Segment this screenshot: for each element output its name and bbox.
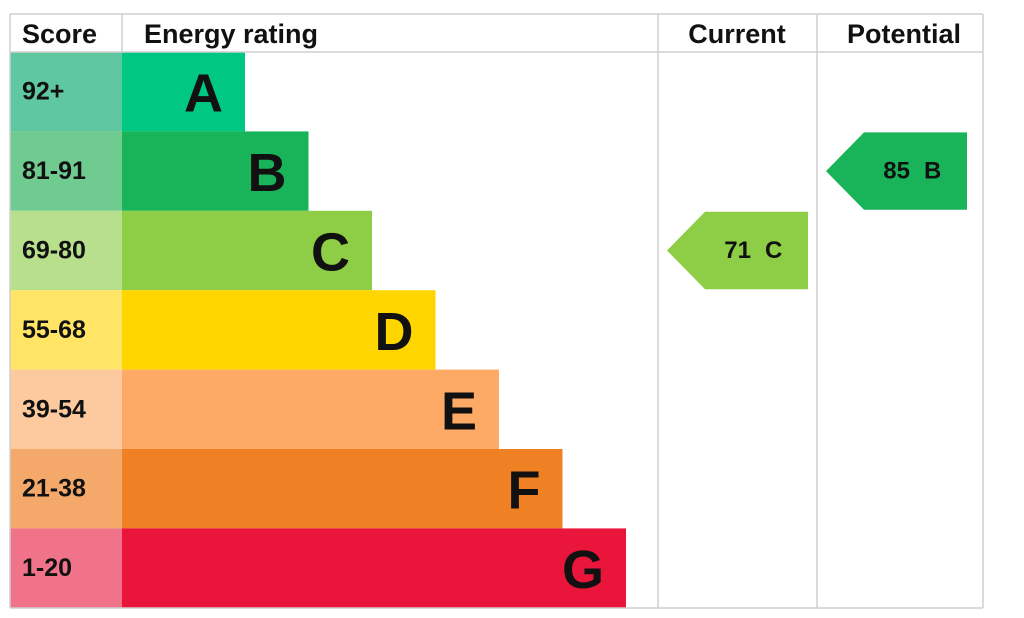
score-cell [10,449,122,529]
score-label: 21-38 [22,475,86,503]
rating-bar [122,131,309,211]
header-current: Current [688,19,786,49]
current-arrow [667,211,808,290]
score-label: 1-20 [22,554,72,582]
current-value: 71 [724,237,751,264]
rating-letter: D [375,302,414,362]
rating-letter: G [562,540,604,600]
potential-value: 85 [883,158,910,185]
header-rating: Energy rating [144,19,318,49]
rating-letter: F [508,461,541,521]
score-cell [10,369,122,449]
rating-letter: A [184,64,223,124]
score-label: 39-54 [22,395,86,423]
score-cell [10,52,122,132]
rating-bar [122,52,245,132]
score-cell [10,210,122,291]
rating-bar [122,369,499,449]
score-cell [10,290,122,370]
potential-arrow [826,132,967,210]
score-cell [10,528,122,608]
header-potential: Potential [847,19,961,49]
rating-letter: E [441,381,477,441]
rating-bar [122,528,626,608]
rating-bar [122,210,372,291]
current-letter: C [765,237,782,264]
header-score: Score [22,19,97,49]
potential-letter: B [924,158,941,185]
rating-letter: B [248,143,287,203]
score-label: 55-68 [22,316,86,344]
score-label: 81-91 [22,157,86,185]
rating-bar [122,290,436,370]
score-label: 69-80 [22,237,86,265]
score-label: 92+ [22,78,64,106]
rating-letter: C [311,223,350,283]
rating-bar [122,449,563,529]
score-cell [10,131,122,211]
